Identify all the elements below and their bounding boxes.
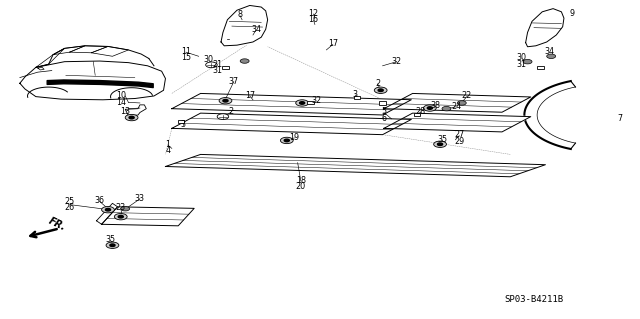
Circle shape — [280, 137, 293, 144]
Text: FR.: FR. — [47, 215, 68, 232]
Text: 25: 25 — [65, 197, 75, 206]
Bar — [177, 120, 184, 123]
Text: 21: 21 — [212, 60, 223, 69]
Circle shape — [434, 141, 447, 147]
Text: 37: 37 — [228, 77, 239, 86]
Circle shape — [125, 115, 138, 121]
Text: 4: 4 — [166, 146, 170, 155]
Text: 1: 1 — [166, 140, 170, 149]
Text: SP03-B4211B: SP03-B4211B — [504, 295, 563, 304]
Circle shape — [240, 59, 249, 63]
Text: 36: 36 — [95, 196, 105, 205]
Text: 26: 26 — [65, 203, 75, 212]
Circle shape — [378, 89, 383, 92]
Text: 17: 17 — [244, 92, 255, 100]
Text: 10: 10 — [116, 92, 125, 100]
Circle shape — [106, 242, 119, 249]
Text: 35: 35 — [438, 135, 447, 144]
Bar — [380, 101, 386, 105]
Bar — [537, 66, 543, 69]
Text: 32: 32 — [312, 96, 322, 105]
Text: 23: 23 — [116, 203, 126, 212]
Text: 11: 11 — [181, 47, 191, 56]
Circle shape — [374, 87, 387, 93]
Circle shape — [296, 100, 308, 106]
Text: 3: 3 — [180, 120, 185, 129]
Polygon shape — [384, 93, 531, 112]
Text: 35: 35 — [106, 235, 116, 244]
Bar — [414, 113, 420, 116]
Polygon shape — [166, 154, 545, 177]
Text: 19: 19 — [289, 133, 300, 142]
Circle shape — [284, 139, 289, 142]
Circle shape — [300, 102, 305, 104]
Text: 2: 2 — [228, 108, 233, 116]
Text: 31: 31 — [213, 66, 223, 75]
Text: 33: 33 — [135, 194, 145, 203]
Text: 38: 38 — [430, 101, 440, 110]
Text: 12: 12 — [308, 9, 319, 18]
Text: 30: 30 — [516, 53, 526, 62]
Polygon shape — [97, 203, 118, 224]
Polygon shape — [384, 113, 531, 132]
Text: 29: 29 — [454, 137, 465, 145]
Circle shape — [102, 206, 115, 213]
Circle shape — [217, 114, 228, 120]
Circle shape — [438, 143, 443, 145]
Circle shape — [115, 213, 127, 220]
Polygon shape — [172, 93, 412, 115]
Circle shape — [106, 208, 111, 211]
Circle shape — [129, 116, 134, 119]
Circle shape — [424, 105, 436, 111]
Text: 24: 24 — [451, 102, 461, 111]
Text: 14: 14 — [116, 98, 125, 107]
Text: 13: 13 — [120, 108, 130, 116]
Circle shape — [428, 107, 433, 109]
Text: 34: 34 — [251, 25, 261, 34]
Text: 30: 30 — [204, 55, 213, 64]
Text: 22: 22 — [461, 92, 472, 100]
Polygon shape — [102, 207, 194, 226]
Circle shape — [523, 59, 532, 64]
Text: 27: 27 — [454, 130, 465, 139]
Circle shape — [205, 62, 217, 68]
Text: 5: 5 — [381, 108, 387, 116]
Text: 28: 28 — [416, 108, 426, 116]
Circle shape — [547, 54, 556, 58]
Text: 6: 6 — [381, 114, 387, 123]
Bar — [307, 101, 314, 104]
Text: 8: 8 — [237, 11, 243, 19]
Text: 20: 20 — [296, 182, 306, 191]
Polygon shape — [125, 105, 147, 116]
Circle shape — [121, 206, 130, 211]
Circle shape — [118, 215, 124, 218]
Circle shape — [458, 101, 467, 105]
Circle shape — [223, 100, 228, 102]
Text: 15: 15 — [181, 53, 191, 62]
Bar — [354, 96, 360, 100]
Text: 7: 7 — [618, 114, 623, 123]
Text: 31: 31 — [516, 60, 526, 69]
Circle shape — [219, 98, 232, 104]
Text: 2: 2 — [375, 79, 380, 88]
Bar — [222, 66, 228, 69]
Text: 17: 17 — [328, 39, 338, 48]
Text: 32: 32 — [392, 56, 402, 65]
Text: 34: 34 — [545, 47, 555, 56]
Circle shape — [442, 107, 451, 111]
Circle shape — [110, 244, 115, 247]
Text: 3: 3 — [353, 90, 358, 99]
Text: 9: 9 — [570, 9, 575, 18]
Text: 18: 18 — [296, 176, 306, 185]
Text: 16: 16 — [308, 15, 319, 24]
Polygon shape — [172, 113, 412, 135]
